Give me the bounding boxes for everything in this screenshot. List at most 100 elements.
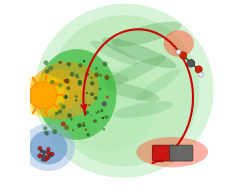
Circle shape [77, 77, 80, 79]
Ellipse shape [35, 77, 69, 104]
Circle shape [103, 61, 108, 67]
Circle shape [85, 111, 89, 114]
Circle shape [44, 131, 49, 136]
Circle shape [38, 154, 42, 158]
Circle shape [72, 129, 74, 131]
Circle shape [90, 77, 93, 79]
Circle shape [86, 133, 90, 137]
Circle shape [58, 83, 62, 88]
Circle shape [63, 79, 67, 83]
Circle shape [176, 50, 181, 54]
Circle shape [180, 52, 187, 59]
Circle shape [106, 96, 109, 98]
Circle shape [47, 147, 50, 151]
Circle shape [44, 158, 47, 162]
Circle shape [66, 86, 70, 90]
Circle shape [61, 105, 66, 109]
Ellipse shape [102, 38, 177, 68]
Circle shape [99, 74, 102, 77]
Circle shape [64, 79, 69, 84]
Ellipse shape [58, 74, 96, 115]
Ellipse shape [113, 101, 173, 118]
Circle shape [66, 62, 71, 66]
Circle shape [59, 103, 63, 107]
Circle shape [78, 82, 82, 86]
Circle shape [46, 94, 50, 98]
Circle shape [77, 123, 82, 128]
Circle shape [64, 125, 69, 130]
Circle shape [78, 80, 82, 84]
Circle shape [90, 92, 94, 96]
Ellipse shape [48, 15, 200, 166]
Circle shape [49, 154, 52, 158]
Ellipse shape [91, 41, 139, 65]
Circle shape [95, 67, 98, 70]
Circle shape [48, 66, 53, 71]
Circle shape [70, 118, 73, 120]
Ellipse shape [164, 30, 194, 57]
Ellipse shape [101, 56, 166, 88]
Circle shape [41, 158, 44, 161]
Circle shape [45, 99, 49, 103]
Circle shape [83, 87, 85, 89]
Circle shape [85, 129, 87, 131]
Circle shape [97, 111, 99, 113]
Circle shape [83, 60, 85, 62]
Circle shape [50, 80, 55, 84]
Circle shape [198, 72, 203, 77]
Circle shape [95, 112, 98, 114]
Circle shape [70, 72, 74, 77]
Circle shape [50, 152, 54, 156]
Ellipse shape [136, 69, 180, 101]
Circle shape [51, 98, 54, 100]
Circle shape [195, 66, 202, 73]
Ellipse shape [112, 22, 182, 46]
Circle shape [94, 72, 99, 77]
Circle shape [93, 120, 95, 122]
Ellipse shape [47, 60, 107, 129]
Circle shape [104, 75, 109, 80]
Circle shape [44, 60, 48, 65]
Circle shape [94, 96, 98, 100]
Ellipse shape [37, 49, 117, 140]
Ellipse shape [21, 74, 65, 117]
Circle shape [58, 109, 62, 114]
Ellipse shape [34, 4, 214, 178]
Circle shape [52, 129, 57, 134]
Circle shape [85, 72, 89, 76]
Circle shape [98, 88, 102, 91]
Circle shape [83, 124, 85, 127]
Ellipse shape [22, 124, 75, 171]
Circle shape [45, 156, 50, 160]
Ellipse shape [96, 80, 160, 101]
Circle shape [45, 88, 49, 92]
Ellipse shape [136, 137, 208, 167]
Circle shape [54, 82, 58, 85]
Ellipse shape [81, 19, 186, 132]
Circle shape [75, 95, 78, 98]
Circle shape [63, 95, 67, 99]
Circle shape [46, 151, 51, 155]
Circle shape [100, 109, 103, 112]
Circle shape [40, 149, 43, 153]
FancyBboxPatch shape [170, 145, 193, 161]
Circle shape [88, 104, 91, 106]
Circle shape [78, 63, 83, 67]
Circle shape [83, 122, 85, 124]
Circle shape [59, 61, 62, 64]
FancyBboxPatch shape [152, 145, 174, 161]
Circle shape [187, 60, 195, 67]
Circle shape [90, 114, 92, 116]
Circle shape [30, 82, 57, 109]
Ellipse shape [30, 130, 67, 164]
Circle shape [43, 126, 47, 130]
Circle shape [103, 128, 105, 131]
Circle shape [75, 99, 77, 101]
Circle shape [90, 81, 94, 86]
Ellipse shape [28, 62, 99, 120]
Circle shape [102, 117, 104, 119]
Circle shape [55, 111, 58, 115]
Circle shape [66, 78, 68, 80]
Circle shape [45, 69, 49, 74]
Circle shape [102, 101, 107, 106]
